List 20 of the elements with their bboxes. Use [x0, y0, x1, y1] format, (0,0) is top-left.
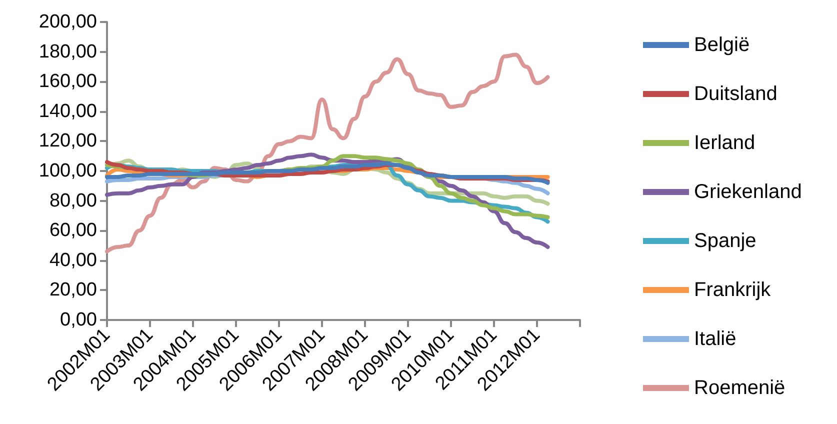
legend-label: België: [694, 34, 750, 56]
y-tick-label: 40,00: [49, 250, 97, 271]
legend-label: Griekenland: [694, 181, 802, 203]
legend-label: Spanje: [694, 230, 756, 252]
y-tick-label: 120,00: [38, 130, 97, 152]
y-tick-label: 60,00: [49, 220, 97, 242]
y-tick-label: 160,00: [38, 71, 97, 92]
y-tick-label: 180,00: [38, 41, 97, 62]
y-tick-label: 100,00: [38, 160, 97, 182]
y-tick-label: 80,00: [49, 190, 97, 212]
line-series: [105, 52, 550, 254]
legend-label: Ierland: [694, 132, 756, 154]
y-tick-label: 200,00: [38, 12, 97, 32]
legend-label: Italië: [694, 328, 736, 350]
legend-label: Roemenië: [694, 377, 786, 399]
legend-label: Duitsland: [694, 83, 778, 105]
y-tick-label: 0,00: [60, 310, 97, 330]
y-tick-label: 20,00: [49, 280, 97, 301]
legend-label: Frankrijk: [694, 279, 772, 301]
y-tick-label: 140,00: [38, 100, 97, 122]
